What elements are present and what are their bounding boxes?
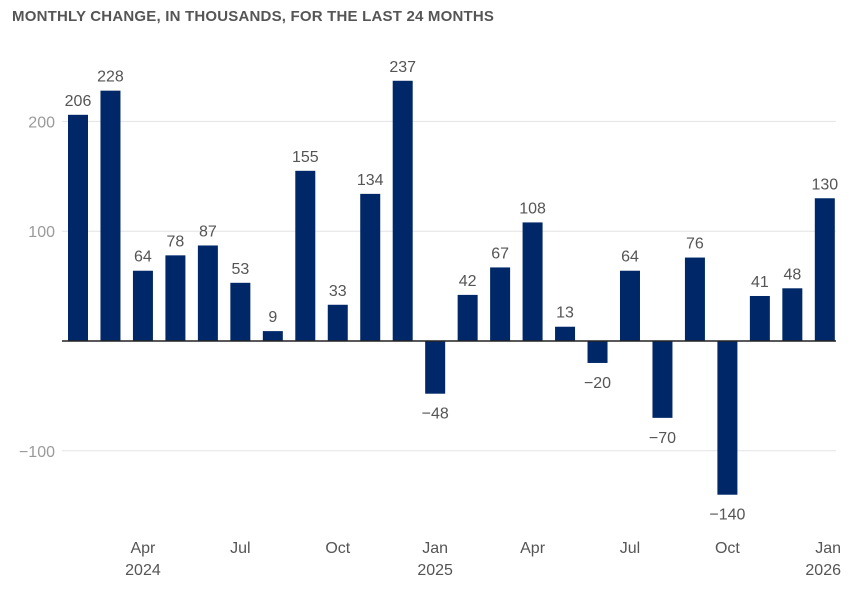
y-tick-label: 100 [28, 224, 55, 241]
bar [197, 245, 218, 341]
x-tick-label: Apr [130, 540, 156, 557]
data-label: −140 [709, 507, 745, 524]
data-label: 48 [783, 266, 801, 283]
x-tick-label: Jan [422, 540, 448, 557]
data-label: −70 [649, 430, 676, 447]
chart-title: MONTHLY CHANGE, IN THOUSANDS, FOR THE LA… [12, 8, 495, 25]
data-label: 228 [97, 69, 124, 86]
x-tick-label: 2024 [125, 562, 161, 579]
data-label: 87 [199, 223, 217, 240]
bar [814, 198, 835, 341]
data-label: 130 [811, 176, 838, 193]
data-label: 155 [292, 149, 319, 166]
bar [392, 80, 413, 342]
bar [555, 326, 576, 341]
data-label: −48 [422, 406, 449, 423]
data-label: 33 [329, 283, 347, 300]
y-tick-label: 200 [28, 114, 55, 131]
data-label: 64 [621, 249, 639, 266]
data-labels: 206 228 64 78 87 53 9 155 33 134 237 −48 42 67 108 13 −2… [65, 59, 839, 524]
x-tick-label: Oct [325, 540, 350, 557]
bar [652, 341, 673, 418]
x-tick-label: Jan [815, 540, 841, 557]
data-label: 41 [751, 274, 769, 291]
data-label: −20 [584, 375, 611, 392]
x-tick-label: Oct [715, 540, 740, 557]
bar [327, 304, 348, 341]
bar [165, 255, 186, 341]
bar [717, 341, 738, 495]
y-tick-label: −100 [19, 444, 55, 461]
bar [100, 90, 121, 341]
data-label: 13 [556, 305, 574, 322]
bar [684, 257, 705, 341]
bar [619, 270, 640, 341]
bars [68, 80, 835, 495]
bar [68, 114, 88, 341]
bar [749, 295, 770, 341]
x-tick-label: Jul [620, 540, 640, 557]
data-label: 76 [686, 236, 704, 253]
gridlines [62, 120, 836, 452]
bar [522, 222, 543, 341]
bar [295, 170, 316, 341]
bar [457, 294, 478, 341]
x-tick-label: Apr [520, 540, 546, 557]
data-label: 108 [519, 200, 546, 217]
data-label: 237 [389, 59, 416, 76]
bar [587, 341, 608, 363]
bar [262, 331, 283, 341]
bar [490, 267, 511, 341]
data-label: 42 [459, 273, 477, 290]
x-axis: Apr 2024 Jul Oct Jan 2025 Apr Jul Oct Jan 2026 [125, 540, 841, 579]
bar [425, 341, 446, 394]
x-tick-label: Jul [230, 540, 250, 557]
y-axis: 200 100 −100 [19, 114, 55, 460]
data-label: 67 [491, 245, 509, 262]
data-label: 134 [357, 172, 384, 189]
data-label: 9 [268, 309, 277, 326]
data-label: 64 [134, 249, 152, 266]
data-label: 53 [231, 261, 249, 278]
data-label: 78 [167, 233, 185, 250]
bar [230, 282, 251, 341]
bar [132, 270, 153, 341]
bar [782, 288, 803, 341]
x-tick-label: 2025 [417, 562, 453, 579]
data-label: 206 [65, 93, 92, 110]
x-tick-label: 2026 [805, 562, 841, 579]
bar [360, 193, 381, 341]
